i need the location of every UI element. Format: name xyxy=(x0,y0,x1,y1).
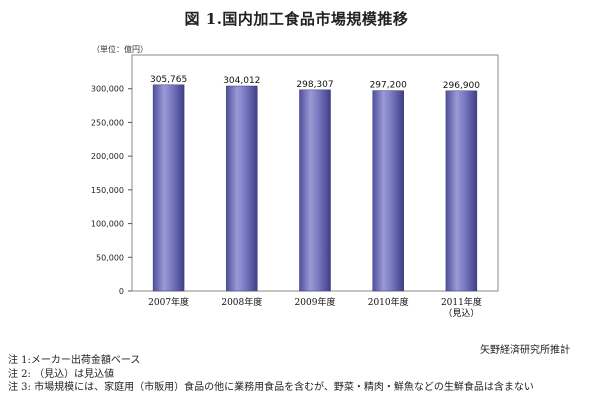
bar-2008年度 xyxy=(226,85,258,292)
x-tick-label: 2009年度 xyxy=(295,296,336,308)
note-3: 注 3: 市場規模には、家庭用（市販用）食品の他に業務用食品を含むが、野菜・精肉… xyxy=(8,382,534,393)
y-tick-label: 0 xyxy=(119,287,124,296)
bar-2011年度 xyxy=(445,90,478,292)
note-1: 注 1:メーカー出荷金額ベース xyxy=(8,355,141,366)
x-tick-label: 2011年度 xyxy=(441,296,482,308)
bar-value-label: 305,765 xyxy=(150,75,187,85)
notes: 注 1:メーカー出荷金額ベース 注 2: （見込）は見込値 注 3: 市場規模に… xyxy=(8,354,534,395)
bar-value-label: 298,307 xyxy=(296,80,333,90)
y-tick-label: 100,000 xyxy=(91,220,124,229)
note-2: 注 2: （見込）は見込値 xyxy=(8,368,115,380)
unit-label: （単位：億円） xyxy=(92,45,148,54)
bar-2010年度 xyxy=(372,90,404,292)
x-tick-label: 2010年度 xyxy=(368,296,409,308)
bar-value-label: 296,900 xyxy=(443,81,480,91)
x-tick-label: 2007年度 xyxy=(148,296,189,308)
chart-title: 図 1.国内加工食品市場規模推移 xyxy=(184,10,409,28)
bar-value-label: 297,200 xyxy=(370,81,407,91)
x-tick-sublabel: （見込） xyxy=(443,308,479,319)
y-tick-label: 250,000 xyxy=(91,118,124,127)
bar-value-label: 304,012 xyxy=(223,76,260,86)
bar-2009年度 xyxy=(299,89,331,292)
y-tick-label: 150,000 xyxy=(91,186,124,195)
y-tick-label: 200,000 xyxy=(91,152,124,161)
x-tick-label: 2008年度 xyxy=(221,296,262,308)
source-credit: 矢野経済研究所推計 xyxy=(480,345,570,356)
y-tick-label: 50,000 xyxy=(96,253,124,262)
bar-2007年度 xyxy=(152,84,185,292)
y-tick-label: 300,000 xyxy=(91,85,124,94)
